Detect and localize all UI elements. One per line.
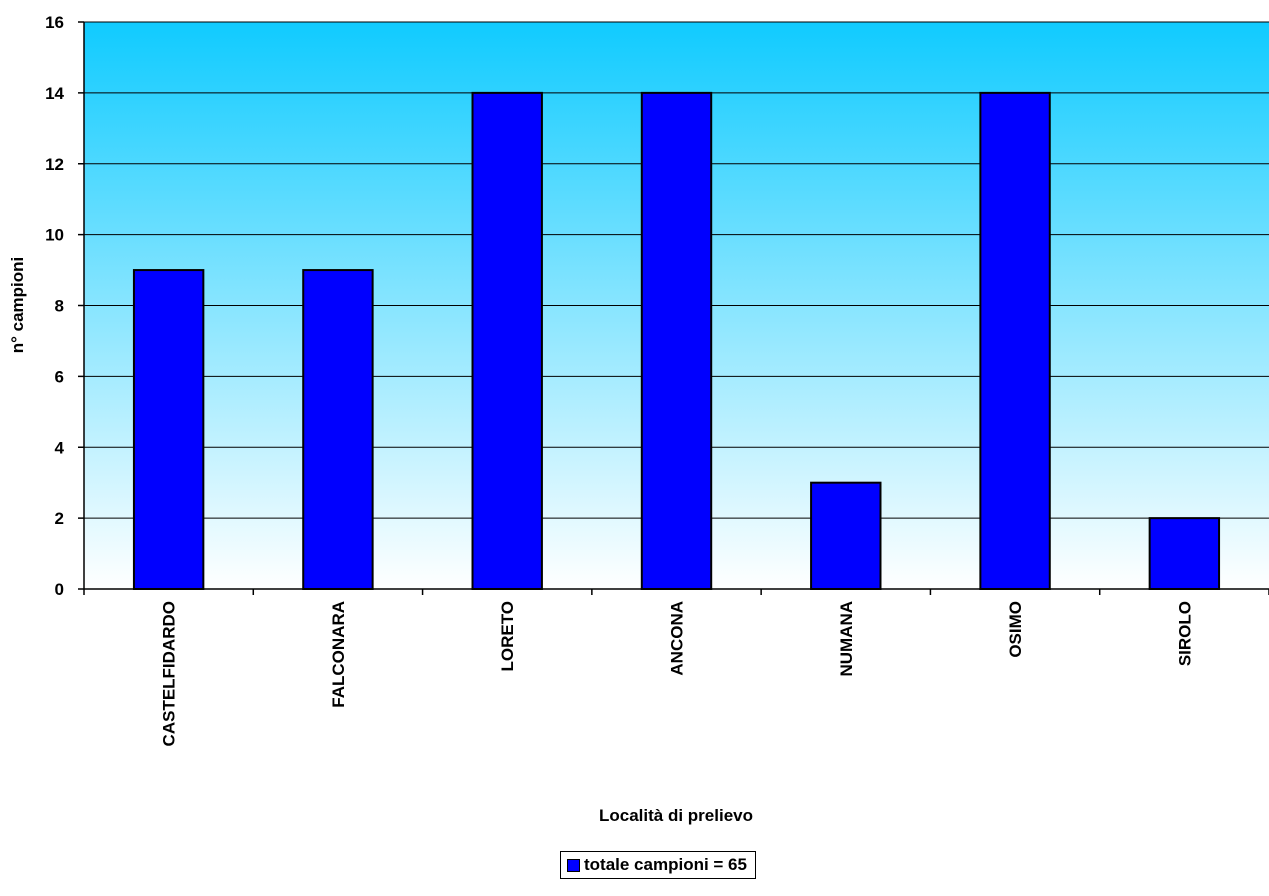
x-tick-label: LORETO (498, 601, 517, 672)
y-tick-label: 12 (45, 155, 64, 174)
bar (979, 91, 1051, 590)
y-tick-label: 16 (45, 13, 64, 32)
bar (1148, 517, 1221, 590)
y-tick-label: 14 (45, 84, 64, 103)
bar (471, 91, 543, 590)
x-tick-label: CASTELFIDARDO (160, 601, 179, 746)
bar (132, 269, 205, 590)
legend-swatch (567, 858, 580, 872)
y-tick-label: 10 (45, 226, 64, 245)
x-tick-label: OSIMO (1006, 601, 1025, 658)
y-tick-labels: 0 2 4 6 8 10 12 14 16 (45, 13, 64, 599)
y-tick-label: 0 (55, 580, 64, 599)
x-tick-labels: CASTELFIDARDO FALCONARA LORETO ANCONA NUMANA… (160, 601, 1195, 746)
bar (640, 91, 713, 590)
x-tick-label: SIROLO (1175, 601, 1194, 666)
axes (78, 21, 1269, 595)
y-tick-label: 8 (55, 297, 64, 316)
y-tick-label: 6 (55, 367, 64, 386)
legend-label: totale campioni = 65 (584, 855, 747, 874)
y-axis-title: n° campioni (8, 257, 27, 354)
bar (302, 269, 374, 590)
y-tick-label: 4 (55, 438, 65, 457)
x-axis-title: Località di prelievo (599, 806, 753, 825)
x-tick-label: FALCONARA (329, 601, 348, 708)
legend: totale campioni = 65 (560, 851, 756, 879)
bar (810, 481, 882, 590)
x-tick-label: ANCONA (668, 601, 687, 676)
x-tick-label: NUMANA (837, 601, 856, 677)
bars (132, 91, 1221, 590)
y-tick-label: 2 (55, 509, 64, 528)
